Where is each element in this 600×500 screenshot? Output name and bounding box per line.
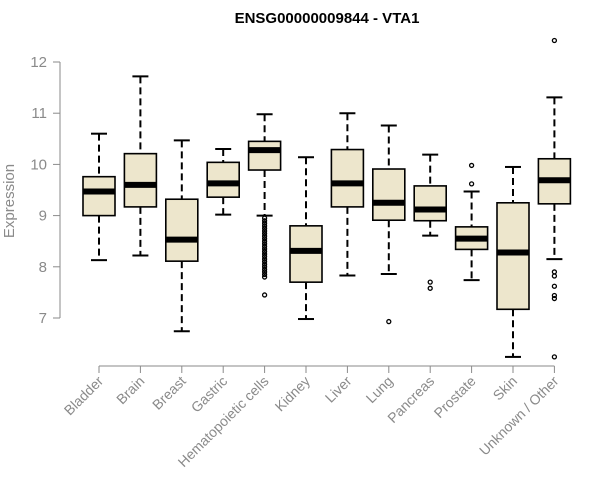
plot-area <box>82 37 572 360</box>
outlier-point <box>261 228 268 234</box>
y-axis: 7 8 9 10 11 12 <box>30 54 61 327</box>
outlier-point <box>551 283 558 289</box>
outlier-point <box>261 246 268 252</box>
outlier-point <box>261 220 268 226</box>
outlier-point <box>261 266 268 273</box>
outlier-point <box>261 233 268 239</box>
iqr-box <box>123 152 158 208</box>
y-tick-label: 10 <box>30 156 47 173</box>
outlier-point <box>261 261 268 267</box>
outlier-point <box>261 241 268 247</box>
iqr-box <box>371 168 406 222</box>
y-tick-label: 12 <box>30 54 47 71</box>
x-tick-label: Unknown / Other <box>476 373 562 459</box>
outlier-point <box>261 225 268 232</box>
outlier-point <box>261 259 268 265</box>
outlier-point <box>261 253 268 260</box>
outlier-point <box>261 238 268 244</box>
outlier-point <box>261 248 268 255</box>
outlier-point <box>427 285 433 291</box>
x-tick-label: Prostate <box>431 373 479 421</box>
outlier-point <box>386 318 392 325</box>
box-brain <box>123 75 158 257</box>
outlier-point <box>261 251 268 257</box>
iqr-box <box>496 202 530 311</box>
box-lung <box>371 124 406 325</box>
outlier-point <box>261 264 268 270</box>
outlier-point <box>261 274 268 280</box>
box-kidney <box>289 156 323 321</box>
iqr-box <box>413 185 448 222</box>
outlier-point <box>261 269 268 275</box>
x-tick-label: Skin <box>490 373 521 404</box>
box-bladder <box>82 132 116 262</box>
outlier-point <box>261 218 268 224</box>
outlier-point <box>551 269 558 275</box>
box-pancreas <box>413 153 448 291</box>
x-tick-label: Bladder <box>61 373 107 419</box>
x-tick-label: Brain <box>113 373 147 407</box>
x-tick-label: Lung <box>363 373 396 406</box>
iqr-box <box>289 225 323 283</box>
outlier-point <box>551 354 558 360</box>
iqr-box <box>330 148 365 208</box>
y-tick-label: 8 <box>39 259 47 276</box>
box-hematopoietic-cells <box>247 113 282 298</box>
box-breast <box>165 139 199 333</box>
outlier-point <box>427 279 433 285</box>
chart-title: ENSG00000009844 - VTA1 <box>235 10 420 27</box>
outlier-point <box>468 181 475 187</box>
iqr-box <box>165 198 199 262</box>
y-tick-label: 9 <box>39 208 47 225</box>
iqr-box <box>247 140 282 171</box>
outlier-point <box>551 37 558 44</box>
outlier-point <box>261 235 268 242</box>
outlier-point <box>261 223 268 229</box>
x-tick-label: Kidney <box>272 373 314 415</box>
outlier-point <box>551 292 558 299</box>
x-tick-label: Liver <box>322 373 355 406</box>
y-axis-label: Expression <box>1 164 18 238</box>
box-liver <box>330 112 365 277</box>
iqr-box <box>82 175 116 217</box>
outlier-point <box>261 243 268 249</box>
outlier-point <box>261 292 268 298</box>
outlier-point <box>261 230 268 237</box>
outlier-point <box>468 162 475 169</box>
outlier-point <box>261 271 268 278</box>
outlier-point <box>261 256 268 262</box>
outlier-point <box>261 215 268 221</box>
box-skin <box>496 165 530 358</box>
x-tick-label: Breast <box>149 373 189 413</box>
y-tick-label: 11 <box>31 105 47 122</box>
box-gastric <box>206 148 240 216</box>
iqr-box <box>206 161 240 198</box>
y-tick-label: 7 <box>39 310 47 327</box>
box-unknown-other <box>537 37 572 360</box>
outlier-point <box>551 295 558 302</box>
box-prostate <box>454 162 489 282</box>
outlier-point <box>551 273 558 279</box>
